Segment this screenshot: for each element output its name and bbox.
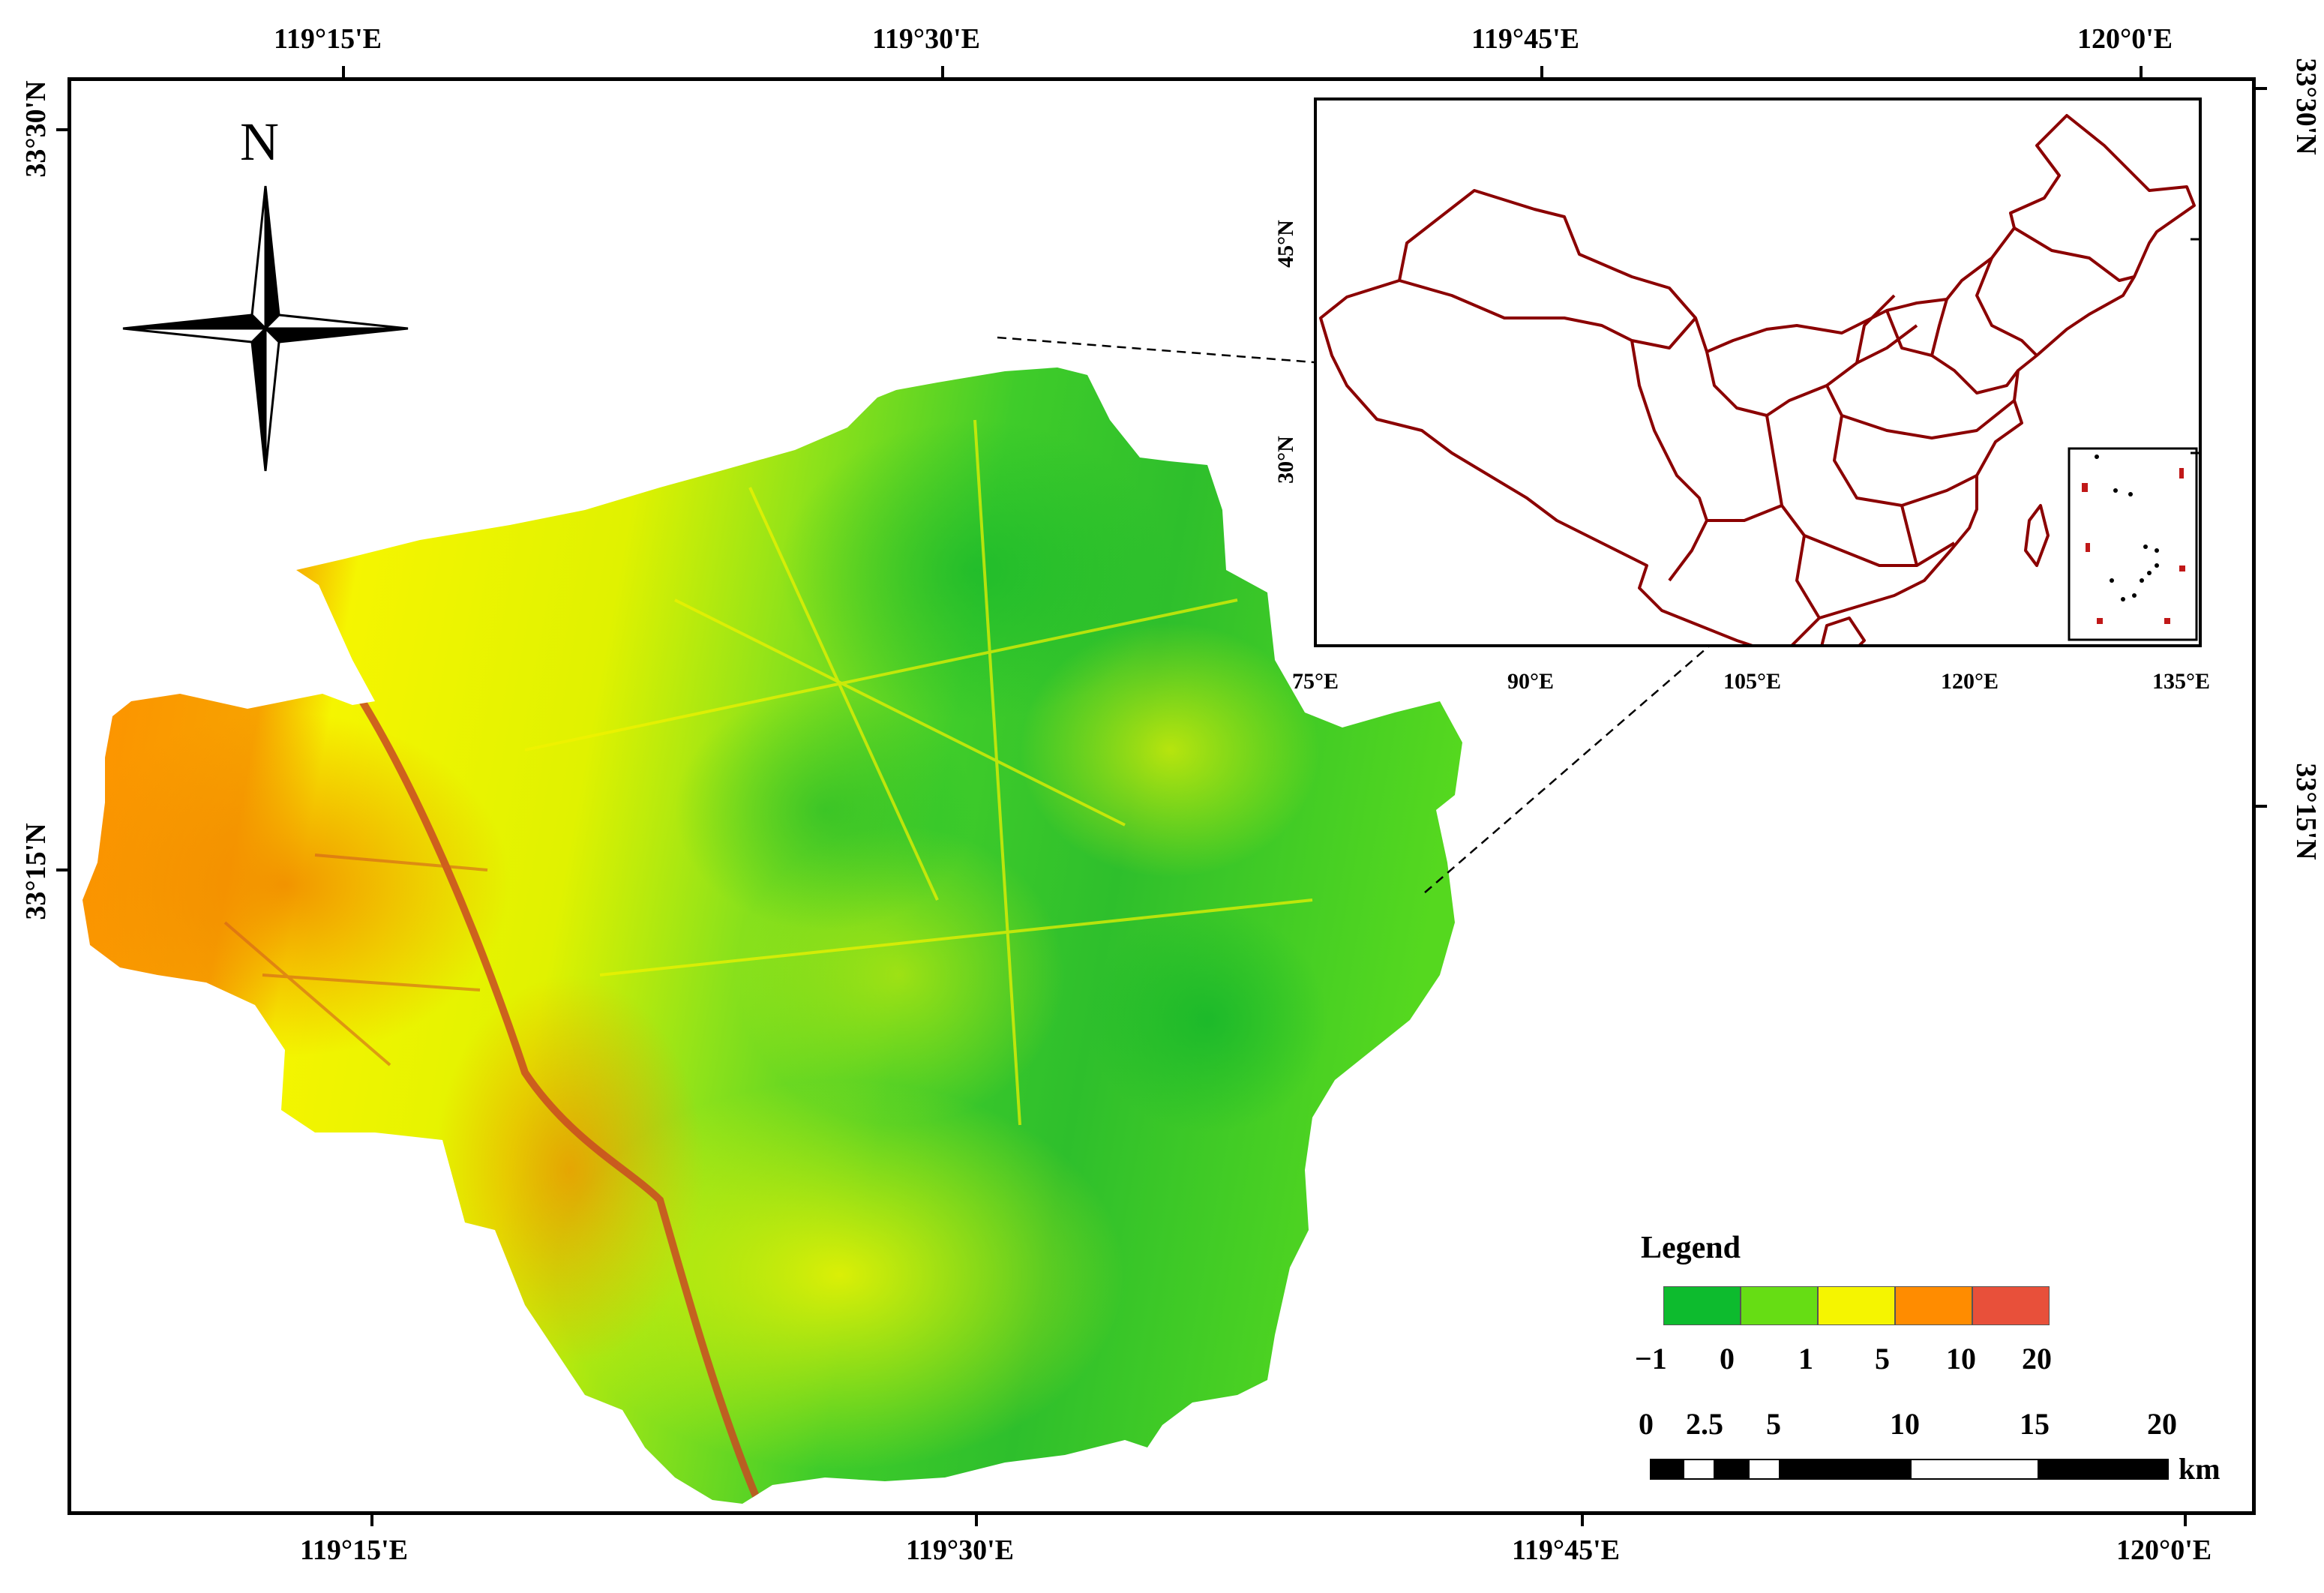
south-china-sea-islands bbox=[2082, 468, 2185, 624]
left-lat-label: 33°15'N bbox=[20, 823, 52, 920]
left-lat-label: 33°30'N bbox=[20, 80, 52, 178]
right-lat-label: 33°30'N bbox=[2290, 58, 2322, 155]
bottom-lon-label: 120°0'E bbox=[2116, 1534, 2212, 1566]
inset-lon-label: 120°E bbox=[1941, 669, 1999, 694]
legend-break-label: 0 bbox=[1720, 1342, 1735, 1376]
inset-lon-label: 105°E bbox=[1723, 669, 1782, 694]
legend-swatch bbox=[1818, 1286, 1895, 1325]
legend-break-label: 1 bbox=[1798, 1342, 1813, 1376]
scale-bar-segment bbox=[1910, 1459, 2039, 1480]
legend-swatch bbox=[1741, 1286, 1818, 1325]
scale-bar-label: 15 bbox=[2020, 1407, 2050, 1441]
legend-swatch bbox=[1895, 1286, 1972, 1325]
scale-bar-segment bbox=[1780, 1459, 1910, 1480]
top-lon-label: 120°0'E bbox=[2077, 23, 2173, 55]
legend-swatch bbox=[1663, 1286, 1741, 1325]
bottom-lon-label: 119°15'E bbox=[300, 1534, 409, 1566]
top-lon-label: 119°45'E bbox=[1471, 23, 1580, 55]
scale-bar-label: 0 bbox=[1639, 1407, 1654, 1441]
bottom-lon-label: 119°30'E bbox=[906, 1534, 1015, 1566]
inset-lon-label: 90°E bbox=[1507, 669, 1555, 694]
legend-break-label: 20 bbox=[2022, 1342, 2052, 1376]
scale-bar-segment bbox=[1715, 1459, 1748, 1480]
south-china-sea-box bbox=[2068, 447, 2198, 641]
scale-bar-label: 2.5 bbox=[1686, 1407, 1723, 1441]
inset-china-outline bbox=[1319, 114, 2199, 664]
legend-break-label: 10 bbox=[1946, 1342, 1976, 1376]
legend-title: Legend bbox=[1641, 1231, 1741, 1265]
legend-break-label: −1 bbox=[1635, 1342, 1667, 1376]
legend-break-label: 5 bbox=[1875, 1342, 1890, 1376]
legend-swatch bbox=[1972, 1286, 2050, 1325]
compass-rose-icon bbox=[122, 185, 409, 472]
inset-lat-label: 45°N bbox=[1273, 220, 1298, 268]
inset-lon-label: 75°E bbox=[1292, 669, 1339, 694]
inset-map bbox=[1314, 98, 2202, 664]
top-lon-label: 119°15'E bbox=[274, 23, 382, 55]
bottom-lon-label: 119°45'E bbox=[1512, 1534, 1621, 1566]
scale-bar-segment bbox=[1650, 1459, 1683, 1480]
scale-bar-label: 5 bbox=[1766, 1407, 1781, 1441]
right-lat-label: 33°15'N bbox=[2290, 763, 2322, 860]
inset-lat-label: 30°N bbox=[1273, 436, 1298, 484]
scale-bar-segment bbox=[1683, 1459, 1715, 1480]
map-frame bbox=[67, 77, 2256, 1515]
inset-lon-label: 135°E bbox=[2152, 669, 2211, 694]
scale-bar-segment bbox=[1748, 1459, 1780, 1480]
scale-bar-label: 20 bbox=[2147, 1407, 2177, 1441]
scale-bar-label: 10 bbox=[1890, 1407, 1920, 1441]
scale-bar-segment bbox=[2039, 1459, 2169, 1480]
north-label: N bbox=[240, 112, 279, 172]
scale-bar-unit: km bbox=[2179, 1452, 2221, 1486]
top-lon-label: 119°30'E bbox=[872, 23, 981, 55]
